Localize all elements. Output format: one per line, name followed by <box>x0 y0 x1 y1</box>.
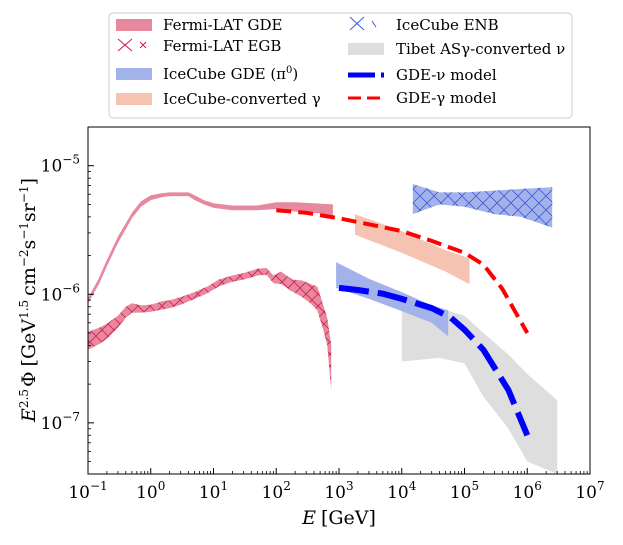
legend-label-tibet: Tibet ASγ-converted ν <box>396 40 565 58</box>
x-tick-label: 101 <box>199 479 228 503</box>
x-tick-label: 106 <box>513 479 542 503</box>
x-axis-label: E [GeV] <box>301 507 376 529</box>
svg-text:E2.5Φ[GeV1.5cm−2s−1sr−1]: E2.5Φ[GeV1.5cm−2s−1sr−1] <box>17 178 40 423</box>
axis-ticks: 10−1 100 101 102 103 104 105 106 107 10−7 10−6 10−5 <box>41 126 605 503</box>
legend-label-gde-gamma: GDE-γ model <box>396 89 497 107</box>
y-tick-label: 10−7 <box>41 410 80 434</box>
series-tibet-band <box>401 303 558 474</box>
legend-label-icecube-gde: IceCube GDE (π0) <box>163 65 298 83</box>
series-icecube-converted-band <box>355 214 470 285</box>
x-tick-label: 103 <box>324 479 353 503</box>
series-gde-nu-line <box>338 284 531 437</box>
legend-swatch-icecube-gde <box>116 68 152 80</box>
x-tick-label: 107 <box>575 479 604 503</box>
legend-label-gde-nu: GDE-ν model <box>396 66 497 84</box>
series-fermi-gde-band <box>88 192 333 304</box>
x-tick-label: 102 <box>262 479 291 503</box>
y-tick-label: 10−6 <box>41 281 80 305</box>
legend-swatch-icecube-enb <box>349 16 377 31</box>
plot-series <box>88 184 558 474</box>
y-tick-label: 10−5 <box>41 153 80 177</box>
legend-frame <box>108 12 573 119</box>
y-axis-label: E2.5Φ[GeV1.5cm−2s−1sr−1] <box>17 178 40 423</box>
series-fermi-egb-band-hatch <box>88 268 332 390</box>
series-gde-gamma-line <box>276 208 530 334</box>
series-icecube-enb-band-hatch <box>412 184 553 228</box>
legend-label-fermi-egb: Fermi-LAT EGB <box>163 37 281 55</box>
x-tick-label: 100 <box>136 479 165 503</box>
legend-swatch-fermi-egb <box>117 38 147 52</box>
x-tick-label: 104 <box>387 479 417 503</box>
legend-swatch-icecube-conv <box>116 93 152 105</box>
legend-swatch-fermi-gde <box>116 19 152 31</box>
legend: Fermi-LAT GDE Fermi-LAT EGB IceCube GDE … <box>108 12 573 119</box>
x-tick-label: 10−1 <box>68 479 107 503</box>
legend-swatch-tibet <box>348 43 384 55</box>
legend-label-icecube-enb: IceCube ENB <box>396 16 499 34</box>
legend-label-icecube-conv: IceCube-converted γ <box>163 90 321 108</box>
legend-label-fermi-gde: Fermi-LAT GDE <box>163 16 282 34</box>
x-tick-label: 105 <box>450 479 479 503</box>
